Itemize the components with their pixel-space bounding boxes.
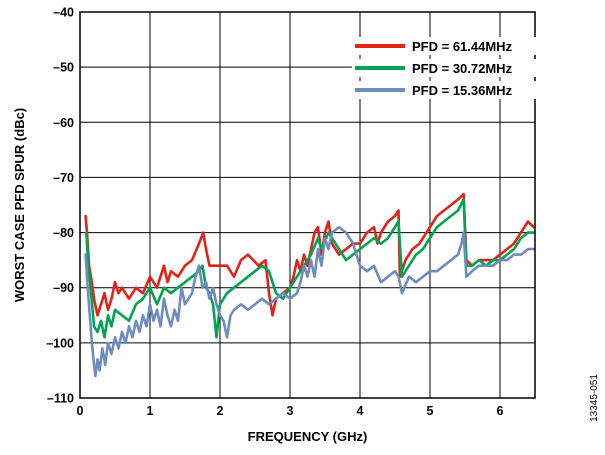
y-tick-label: –90 bbox=[53, 281, 74, 295]
y-axis-ticks: –40 –50 –60 –70 –80 –90 –100 –110 bbox=[46, 6, 74, 406]
x-axis-ticks: 0 1 2 3 4 5 6 bbox=[77, 404, 504, 418]
legend-label: PFD = 30.72MHz bbox=[412, 61, 513, 76]
x-tick-label: 0 bbox=[77, 404, 84, 418]
x-tick-label: 5 bbox=[427, 404, 434, 418]
x-tick-label: 1 bbox=[147, 404, 154, 418]
y-tick-label: –100 bbox=[46, 336, 74, 350]
series-line bbox=[84, 192, 535, 317]
y-tick-label: –70 bbox=[53, 171, 74, 185]
legend: PFD = 61.44MHz PFD = 30.72MHz PFD = 15.36M… bbox=[352, 37, 542, 99]
figure-id: 13345-051 bbox=[589, 374, 600, 422]
x-tick-label: 6 bbox=[497, 404, 504, 418]
y-tick-label: –80 bbox=[53, 226, 74, 240]
y-tick-label: –60 bbox=[53, 116, 74, 130]
x-tick-label: 2 bbox=[217, 404, 224, 418]
series-line bbox=[85, 198, 535, 339]
x-tick-label: 4 bbox=[357, 404, 364, 418]
x-tick-label: 3 bbox=[287, 404, 294, 418]
x-axis-title: FREQUENCY (GHz) bbox=[248, 429, 368, 444]
legend-entry-background bbox=[352, 59, 542, 77]
y-tick-label: –50 bbox=[53, 61, 74, 75]
plot-frame bbox=[79, 11, 536, 399]
legend-label: PFD = 61.44MHz bbox=[412, 39, 513, 54]
y-axis-title: WORST CASE PFD SPUR (dBc) bbox=[12, 108, 27, 302]
legend-entry-background bbox=[352, 81, 542, 99]
y-tick-label: –110 bbox=[47, 392, 74, 406]
series-line bbox=[84, 225, 535, 378]
series-layer bbox=[84, 192, 535, 378]
legend-label: PFD = 15.36MHz bbox=[412, 83, 513, 98]
y-tick-label: –40 bbox=[53, 6, 74, 20]
legend-entry-background bbox=[352, 37, 542, 55]
